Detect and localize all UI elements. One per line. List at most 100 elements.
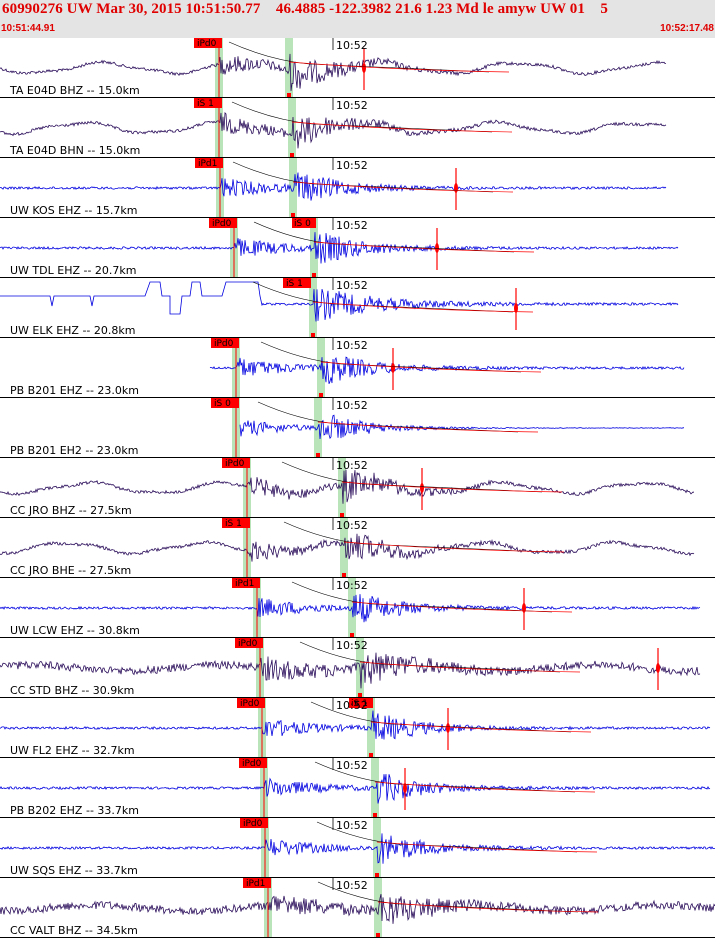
s-pick-tick bbox=[290, 153, 294, 158]
s-window bbox=[314, 398, 322, 458]
waveform-trace bbox=[209, 356, 685, 384]
pick-flag bbox=[194, 98, 222, 108]
coda-envelope bbox=[292, 181, 514, 193]
waveform-trace bbox=[239, 414, 685, 440]
pick-flag bbox=[222, 458, 250, 468]
s-pick-tick bbox=[376, 933, 380, 938]
waveform-trace bbox=[0, 894, 715, 924]
s-pick-label: iS 1 bbox=[351, 699, 368, 709]
trace-panel: iPd0 iS 110:52 UW FL2 EHZ -- 32.7km bbox=[0, 698, 715, 758]
travel-curve bbox=[257, 401, 519, 433]
travel-curve bbox=[253, 221, 515, 253]
trace-panel: iPd1 10:52 UW LCW EHZ -- 30.8km bbox=[0, 578, 715, 638]
pick-flag bbox=[211, 398, 239, 408]
trace-panel: iS 1 10:52 CC JRO BHE -- 27.5km bbox=[0, 518, 715, 578]
s-pick-flag bbox=[349, 698, 373, 708]
time-tick-label: 10:52 bbox=[336, 699, 368, 712]
pick-label: iPd0 bbox=[242, 759, 262, 769]
trace-panel: iPd0 10:52 UW SQS EHZ -- 33.7km bbox=[0, 818, 715, 878]
station-label: CC JRO BHE -- 27.5km bbox=[10, 564, 131, 577]
s-pick-tick bbox=[291, 213, 295, 218]
s-pick-tick bbox=[319, 393, 323, 398]
waveform-trace bbox=[0, 533, 695, 562]
coda-envelope bbox=[370, 721, 592, 733]
pick-label: iPd1 bbox=[246, 879, 265, 889]
coda-envelope bbox=[320, 361, 542, 373]
amplitude-marker bbox=[403, 783, 407, 793]
pick-label: iPd0 bbox=[214, 339, 234, 349]
station-label: UW FL2 EHZ -- 32.7km bbox=[10, 744, 135, 757]
s-pick-tick bbox=[312, 273, 316, 278]
time-tick-label: 10:52 bbox=[336, 819, 368, 832]
travel-curve bbox=[252, 281, 514, 313]
station-label: PB B202 EHZ -- 33.7km bbox=[10, 804, 139, 817]
trace-panel: iPd0 10:52 CC JRO BHZ -- 27.5km bbox=[0, 458, 715, 518]
station-label: UW LCW EHZ -- 30.8km bbox=[10, 624, 140, 637]
trace-panel: iPd0 10:52 CC STD BHZ -- 30.9km bbox=[0, 638, 715, 698]
amplitude-marker bbox=[420, 483, 424, 493]
time-tick-label: 10:52 bbox=[336, 339, 368, 352]
time-tick-label: 10:52 bbox=[336, 639, 368, 652]
time-tick-label: 10:52 bbox=[336, 39, 368, 52]
waveform-trace bbox=[0, 774, 711, 804]
amplitude-marker bbox=[362, 63, 366, 73]
time-tick-label: 10:52 bbox=[336, 579, 368, 592]
trace-panel: iS 0 10:52 PB B201 EH2 -- 23.0km bbox=[0, 398, 715, 458]
pick-label: iPd0 bbox=[243, 819, 263, 829]
s-pick-tick bbox=[369, 753, 373, 758]
pick-label: iS 1 bbox=[225, 519, 242, 529]
s-window bbox=[374, 878, 382, 938]
waveform-trace bbox=[0, 53, 667, 91]
s-pick-tick bbox=[373, 813, 377, 818]
trace-panel: iS 1 10:52 TA E04D BHN -- 15.0km bbox=[0, 98, 715, 158]
pick-flag bbox=[239, 758, 267, 768]
trace-panel: iPd0 10:52 TA E04D BHZ -- 15.0km bbox=[0, 38, 715, 98]
pick-flag bbox=[243, 878, 271, 888]
coda-envelope bbox=[351, 601, 573, 613]
waveform-trace bbox=[0, 652, 701, 689]
s-pick-tick bbox=[350, 633, 354, 638]
s-window bbox=[340, 518, 348, 578]
pick-label: iPd0 bbox=[238, 639, 258, 649]
coda-envelope bbox=[376, 841, 598, 853]
trace-panel: iS 1 10:52 UW ELK EHZ -- 20.8km bbox=[0, 278, 715, 338]
trace-panel: iPd0 10:52 PB B202 EHZ -- 33.7km bbox=[0, 758, 715, 818]
pick-label: iPd0 bbox=[240, 699, 260, 709]
travel-curve bbox=[291, 581, 553, 613]
station-label: UW SQS EHZ -- 33.7km bbox=[10, 864, 138, 877]
waveform-trace bbox=[0, 172, 667, 201]
pick-flag bbox=[283, 278, 311, 288]
pick-flag bbox=[211, 338, 239, 348]
coda-envelope bbox=[288, 61, 510, 73]
s-window bbox=[309, 278, 317, 338]
time-tick-label: 10:52 bbox=[336, 759, 368, 772]
s-pick-tick bbox=[311, 333, 315, 338]
travel-curve bbox=[283, 521, 545, 553]
waveform-trace bbox=[0, 710, 711, 740]
pick-label: iS 1 bbox=[286, 279, 303, 289]
station-label: CC STD BHZ -- 30.9km bbox=[10, 684, 134, 697]
pick-flag bbox=[232, 578, 260, 588]
s-pick-tick bbox=[316, 453, 320, 458]
waveform-trace bbox=[0, 594, 701, 623]
pick-label: iPd1 bbox=[235, 579, 254, 589]
time-tick-label: 10:52 bbox=[336, 879, 368, 892]
station-label: UW KOS EHZ -- 15.7km bbox=[10, 204, 137, 217]
coda-envelope bbox=[359, 661, 581, 673]
coda-envelope bbox=[341, 481, 563, 493]
amplitude-marker bbox=[446, 723, 450, 733]
pick-flag bbox=[237, 698, 265, 708]
waveform-trace bbox=[0, 469, 695, 504]
waveform-trace bbox=[0, 232, 679, 264]
amplitude-marker bbox=[391, 363, 395, 373]
pick-flag bbox=[235, 638, 263, 648]
travel-curve bbox=[228, 41, 490, 73]
pick-label: iPd0 bbox=[197, 39, 217, 49]
station-label: PB B201 EH2 -- 23.0km bbox=[10, 444, 138, 457]
station-label: TA E04D BHN -- 15.0km bbox=[9, 144, 140, 157]
pick-flag bbox=[195, 158, 223, 168]
s-pick-tick bbox=[342, 573, 346, 578]
coda-envelope bbox=[343, 541, 565, 553]
pick-flag bbox=[240, 818, 268, 828]
